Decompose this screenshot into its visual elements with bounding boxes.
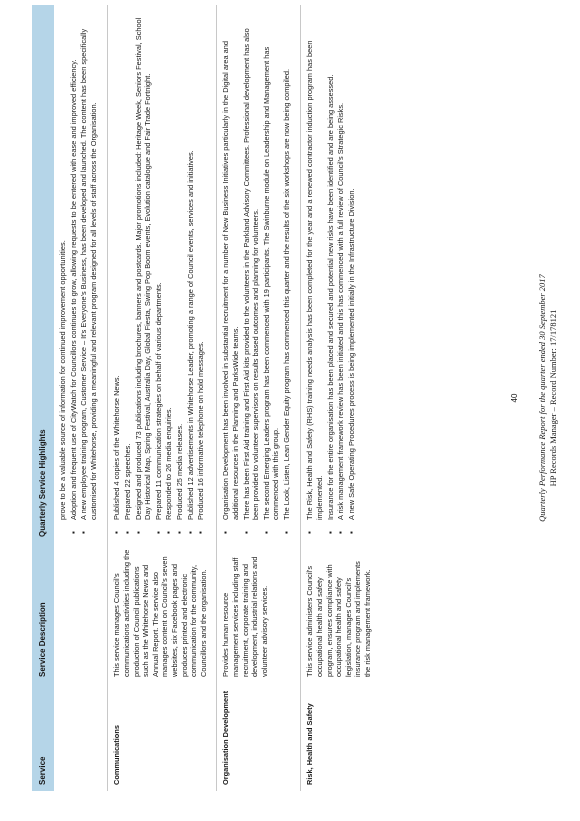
highlight-item: Designed and produced 73 publications in… — [134, 11, 153, 537]
highlight-item: The Risk, Health and Safety (RHS) traini… — [305, 11, 324, 537]
highlight-item: Published 12 advertisements in Whitehors… — [186, 11, 196, 537]
highlight-item: Prepared 11 communication strategies on … — [154, 11, 164, 537]
header-service: Service — [32, 683, 54, 791]
service-highlights-table: Service Service Description Quarterly Se… — [32, 5, 381, 791]
rotated-page: Service Service Description Quarterly Se… — [32, 0, 580, 791]
highlights-cell: The Risk, Health and Safety (RHS) traini… — [300, 5, 381, 543]
table-row: prove to be a valuable source of informa… — [54, 5, 108, 791]
page-footer: Quarterly Performance Report for the qua… — [537, 5, 559, 791]
service-description: This service manages Council's communica… — [107, 543, 217, 683]
service-description — [54, 543, 108, 683]
highlight-item: Published 4 copies of the Whitehorse New… — [112, 11, 122, 537]
table-row: Risk, Health and Safety This service adm… — [300, 5, 381, 791]
highlight-item: A risk management framework review has b… — [336, 11, 346, 537]
footer-record-number: HP Records Manager – Record Number: 17/1… — [548, 309, 558, 487]
highlights-cell: Published 4 copies of the Whitehorse New… — [107, 5, 217, 543]
highlights-cell: Organisation Development has been involv… — [216, 5, 301, 543]
table-row: Communications This service manages Coun… — [107, 5, 217, 791]
service-name — [54, 683, 108, 791]
highlight-item: Produced 25 media releases. — [175, 11, 185, 537]
page-number: 40 — [510, 393, 519, 403]
table-header-row: Service Service Description Quarterly Se… — [32, 5, 54, 791]
highlight-item: A new employee training program, Custome… — [79, 11, 98, 537]
highlights-list: prove to be a valuable source of informa… — [58, 11, 98, 537]
header-service-description: Service Description — [32, 543, 54, 683]
header-quarterly-highlights: Quarterly Service Highlights — [32, 5, 54, 543]
highlights-list: Organisation Development has been involv… — [221, 11, 291, 537]
highlight-item: Insurance for the entire organisation ha… — [326, 11, 336, 537]
highlight-item: Prepared 22 speeches. — [123, 11, 133, 537]
highlight-item: There has been First Aid training and Fi… — [242, 11, 261, 537]
service-name: Communications — [107, 683, 217, 791]
footer-report-title: Quarterly Performance Report for the qua… — [537, 274, 547, 522]
service-name: Risk, Health and Safety — [300, 683, 381, 791]
table-row: Organisation Development Provides human … — [216, 5, 301, 791]
highlights-list: Published 4 copies of the Whitehorse New… — [112, 11, 205, 537]
highlight-item: The second Emerging Leaders program has … — [262, 11, 281, 537]
highlight-item: Produced 16 informative telephone on hol… — [196, 11, 206, 537]
highlights-cell: prove to be a valuable source of informa… — [54, 5, 108, 543]
highlights-list: The Risk, Health and Safety (RHS) traini… — [305, 11, 356, 537]
service-description: Provides human resource management servi… — [216, 543, 301, 683]
highlight-item: prove to be a valuable source of informa… — [58, 240, 67, 520]
service-description: This service administers Council's occup… — [300, 543, 381, 683]
service-name: Organisation Development — [216, 683, 301, 791]
highlight-item: Adoption and frequent use of CityWatch f… — [69, 11, 79, 537]
highlight-item: Organisation Development has been involv… — [221, 11, 240, 537]
highlight-item: A new Safe Operating Procedures process … — [347, 11, 357, 537]
highlight-item: The Look, Listen, Lean Gender Equity pro… — [282, 11, 292, 537]
highlight-item: Responded to 26 media enquiries. — [164, 11, 174, 537]
